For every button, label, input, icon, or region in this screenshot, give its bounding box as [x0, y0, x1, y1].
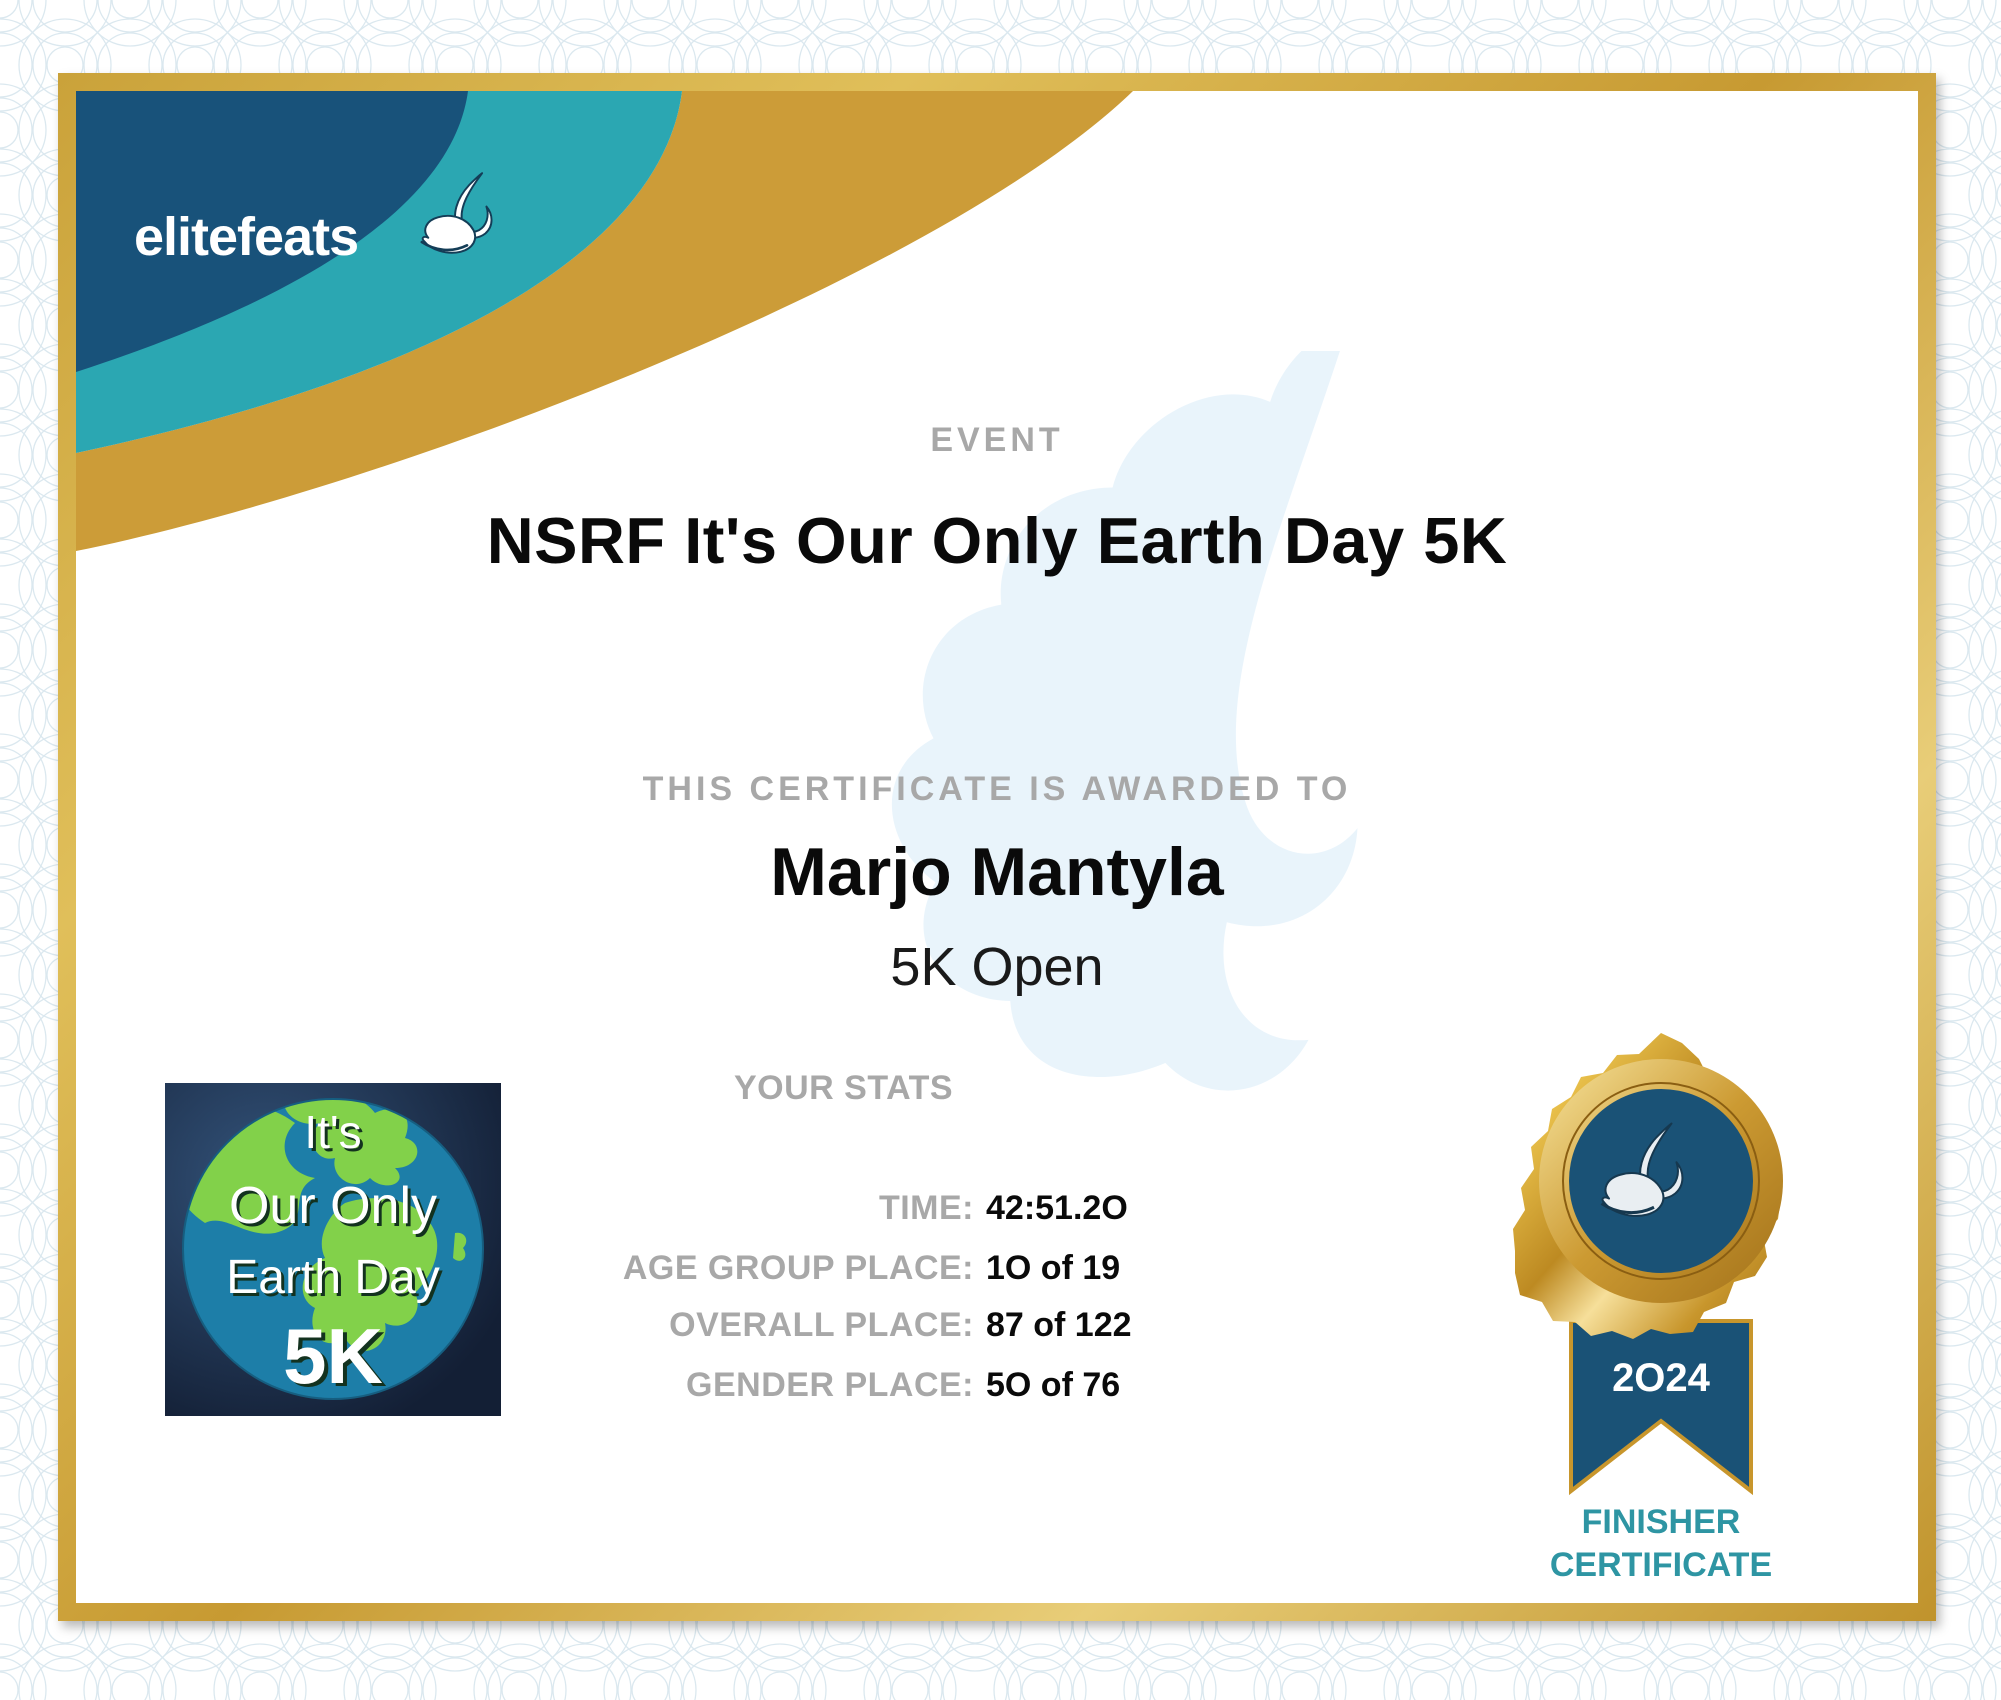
- svg-text:5K: 5K: [283, 1312, 383, 1400]
- svg-text:Earth Day: Earth Day: [226, 1251, 439, 1304]
- svg-text:It's: It's: [304, 1106, 361, 1158]
- svg-text:2O24: 2O24: [1612, 1356, 1711, 1400]
- svg-text:Our Only: Our Only: [229, 1177, 437, 1235]
